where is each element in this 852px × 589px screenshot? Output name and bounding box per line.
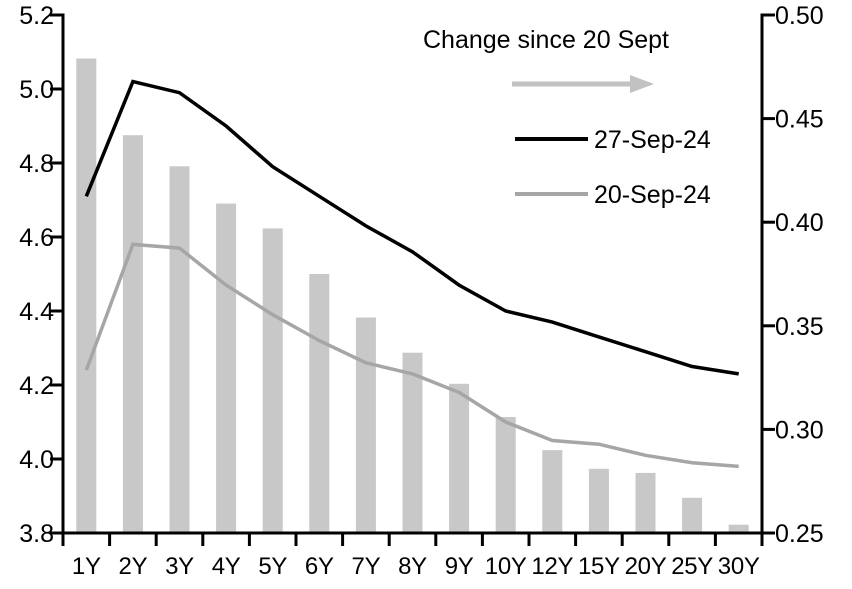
right-tick-label: 0.45	[775, 106, 824, 134]
x-tick-label: 25Y	[671, 553, 713, 580]
legend-label-27sep: 27-Sep-24	[594, 126, 711, 154]
right-tick-label: 0.50	[775, 2, 824, 30]
left-tick-label: 4.6	[19, 224, 54, 252]
bar	[122, 135, 143, 533]
bar	[728, 524, 749, 533]
x-tick-label: 9Y	[445, 553, 474, 580]
bar	[216, 203, 237, 533]
right-arrow-icon	[512, 75, 654, 93]
left-tick-label: 4.4	[19, 298, 54, 326]
line-20sep	[84, 242, 739, 469]
bar	[495, 417, 516, 533]
bar	[635, 472, 656, 533]
bar	[309, 274, 330, 533]
left-tick-label: 4.0	[19, 446, 54, 474]
x-tick-label: 1Y	[72, 553, 101, 580]
x-tick-label: 10Y	[485, 553, 527, 580]
left-tick-label: 4.8	[19, 150, 54, 178]
x-tick-label: 20Y	[625, 553, 667, 580]
left-tick-label: 5.0	[19, 76, 54, 104]
bar	[355, 317, 376, 533]
x-tick-label: 2Y	[119, 553, 148, 580]
axes-group	[50, 13, 775, 546]
x-tick-label: 5Y	[258, 553, 287, 580]
left-tick-label: 3.8	[19, 520, 54, 548]
right-tick-label: 0.30	[775, 416, 824, 444]
series-20sep-line-group	[84, 242, 739, 469]
bar	[76, 58, 97, 533]
legend: Change since 20 Sept 27-Sep-24 20-Sep-24	[423, 26, 711, 209]
left-tick-label: 5.2	[19, 2, 54, 30]
x-axis-tick-labels: 1Y 2Y 3Y 4Y 5Y 6Y 7Y 8Y 9Y 10Y 12Y 15Y 20Y 25Y 30Y	[72, 553, 760, 580]
x-tick-label: 3Y	[165, 553, 194, 580]
x-tick-label: 15Y	[578, 553, 620, 580]
right-tick-label: 0.35	[775, 313, 824, 341]
bar	[449, 383, 470, 533]
bar	[542, 450, 563, 533]
bar	[682, 497, 703, 533]
left-tick-label: 4.2	[19, 372, 54, 400]
legend-label-20sep: 20-Sep-24	[594, 181, 711, 209]
line-27sep	[84, 79, 739, 376]
x-tick-label: 6Y	[305, 553, 334, 580]
left-axis-tick-labels: 5.2 5.0 4.8 4.6 4.4 4.2 4.0 3.8	[19, 2, 54, 548]
right-tick-label: 0.40	[775, 209, 824, 237]
x-tick-label: 7Y	[352, 553, 381, 580]
x-tick-label: 8Y	[398, 553, 427, 580]
right-axis-tick-labels: 0.50 0.45 0.40 0.35 0.30 0.25	[775, 2, 824, 548]
x-tick-label: 4Y	[212, 553, 241, 580]
bar	[169, 166, 190, 534]
bar	[402, 352, 423, 533]
bar	[262, 228, 283, 533]
legend-title: Change since 20 Sept	[423, 26, 669, 54]
x-tick-label: 30Y	[718, 553, 760, 580]
right-tick-label: 0.25	[775, 520, 824, 548]
x-tick-label: 12Y	[531, 553, 573, 580]
series-27sep-line-group	[84, 79, 739, 376]
bars-group	[76, 58, 749, 534]
bar	[588, 468, 609, 533]
